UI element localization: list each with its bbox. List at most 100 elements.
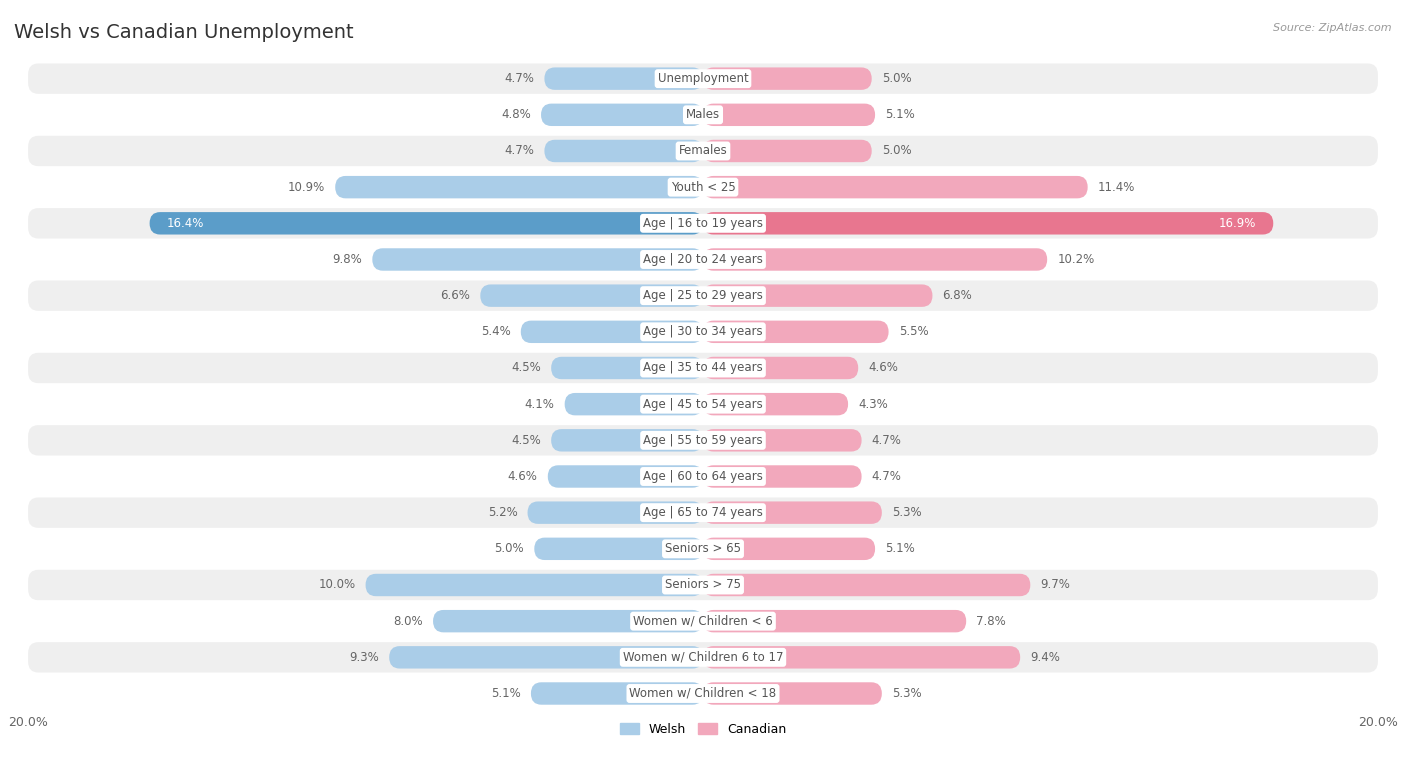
Text: Women w/ Children < 18: Women w/ Children < 18 — [630, 687, 776, 700]
Text: 5.5%: 5.5% — [898, 326, 928, 338]
FancyBboxPatch shape — [28, 353, 1378, 383]
Text: 4.1%: 4.1% — [524, 397, 554, 410]
FancyBboxPatch shape — [531, 682, 703, 705]
Text: 16.4%: 16.4% — [166, 217, 204, 230]
Text: 7.8%: 7.8% — [976, 615, 1007, 628]
Text: Age | 45 to 54 years: Age | 45 to 54 years — [643, 397, 763, 410]
Text: Source: ZipAtlas.com: Source: ZipAtlas.com — [1274, 23, 1392, 33]
FancyBboxPatch shape — [544, 67, 703, 90]
FancyBboxPatch shape — [703, 248, 1047, 271]
FancyBboxPatch shape — [28, 280, 1378, 311]
Text: 4.3%: 4.3% — [858, 397, 889, 410]
FancyBboxPatch shape — [703, 393, 848, 416]
FancyBboxPatch shape — [28, 570, 1378, 600]
Text: Women w/ Children 6 to 17: Women w/ Children 6 to 17 — [623, 651, 783, 664]
Legend: Welsh, Canadian: Welsh, Canadian — [614, 718, 792, 741]
FancyBboxPatch shape — [373, 248, 703, 271]
Text: 16.9%: 16.9% — [1219, 217, 1257, 230]
FancyBboxPatch shape — [28, 245, 1378, 275]
Text: 5.0%: 5.0% — [882, 145, 911, 157]
FancyBboxPatch shape — [703, 429, 862, 451]
Text: Age | 30 to 34 years: Age | 30 to 34 years — [643, 326, 763, 338]
FancyBboxPatch shape — [703, 574, 1031, 597]
Text: 5.0%: 5.0% — [495, 542, 524, 556]
FancyBboxPatch shape — [433, 610, 703, 632]
Text: 5.1%: 5.1% — [491, 687, 520, 700]
FancyBboxPatch shape — [703, 104, 875, 126]
Text: 8.0%: 8.0% — [394, 615, 423, 628]
FancyBboxPatch shape — [551, 429, 703, 451]
Text: Women w/ Children < 6: Women w/ Children < 6 — [633, 615, 773, 628]
FancyBboxPatch shape — [28, 497, 1378, 528]
FancyBboxPatch shape — [28, 316, 1378, 347]
FancyBboxPatch shape — [28, 100, 1378, 130]
Text: 5.3%: 5.3% — [891, 687, 921, 700]
FancyBboxPatch shape — [703, 321, 889, 343]
FancyBboxPatch shape — [703, 212, 1274, 235]
Text: Age | 35 to 44 years: Age | 35 to 44 years — [643, 362, 763, 375]
Text: 11.4%: 11.4% — [1098, 181, 1135, 194]
FancyBboxPatch shape — [335, 176, 703, 198]
FancyBboxPatch shape — [149, 212, 703, 235]
FancyBboxPatch shape — [565, 393, 703, 416]
Text: Welsh vs Canadian Unemployment: Welsh vs Canadian Unemployment — [14, 23, 354, 42]
Text: 10.9%: 10.9% — [288, 181, 325, 194]
FancyBboxPatch shape — [534, 537, 703, 560]
FancyBboxPatch shape — [28, 534, 1378, 564]
Text: 5.0%: 5.0% — [882, 72, 911, 85]
FancyBboxPatch shape — [703, 537, 875, 560]
Text: Age | 25 to 29 years: Age | 25 to 29 years — [643, 289, 763, 302]
FancyBboxPatch shape — [366, 574, 703, 597]
Text: 9.3%: 9.3% — [349, 651, 380, 664]
Text: Age | 60 to 64 years: Age | 60 to 64 years — [643, 470, 763, 483]
FancyBboxPatch shape — [28, 172, 1378, 202]
FancyBboxPatch shape — [28, 64, 1378, 94]
Text: Seniors > 75: Seniors > 75 — [665, 578, 741, 591]
Text: 5.2%: 5.2% — [488, 506, 517, 519]
Text: 4.6%: 4.6% — [508, 470, 537, 483]
Text: Males: Males — [686, 108, 720, 121]
Text: Females: Females — [679, 145, 727, 157]
FancyBboxPatch shape — [520, 321, 703, 343]
Text: 10.2%: 10.2% — [1057, 253, 1094, 266]
Text: 4.6%: 4.6% — [869, 362, 898, 375]
Text: 4.8%: 4.8% — [501, 108, 531, 121]
FancyBboxPatch shape — [703, 501, 882, 524]
FancyBboxPatch shape — [28, 425, 1378, 456]
Text: 9.7%: 9.7% — [1040, 578, 1070, 591]
FancyBboxPatch shape — [541, 104, 703, 126]
Text: 6.6%: 6.6% — [440, 289, 470, 302]
FancyBboxPatch shape — [703, 610, 966, 632]
Text: 4.7%: 4.7% — [872, 434, 901, 447]
FancyBboxPatch shape — [28, 461, 1378, 492]
FancyBboxPatch shape — [28, 208, 1378, 238]
FancyBboxPatch shape — [28, 606, 1378, 637]
FancyBboxPatch shape — [481, 285, 703, 307]
Text: 5.3%: 5.3% — [891, 506, 921, 519]
FancyBboxPatch shape — [527, 501, 703, 524]
Text: 4.7%: 4.7% — [505, 72, 534, 85]
Text: 9.8%: 9.8% — [332, 253, 363, 266]
Text: 4.5%: 4.5% — [512, 434, 541, 447]
FancyBboxPatch shape — [703, 357, 858, 379]
FancyBboxPatch shape — [544, 140, 703, 162]
Text: 5.1%: 5.1% — [886, 542, 915, 556]
Text: 4.7%: 4.7% — [872, 470, 901, 483]
FancyBboxPatch shape — [548, 466, 703, 488]
Text: 5.1%: 5.1% — [886, 108, 915, 121]
Text: 6.8%: 6.8% — [942, 289, 973, 302]
Text: Seniors > 65: Seniors > 65 — [665, 542, 741, 556]
FancyBboxPatch shape — [28, 678, 1378, 709]
FancyBboxPatch shape — [703, 140, 872, 162]
Text: 10.0%: 10.0% — [318, 578, 356, 591]
Text: 9.4%: 9.4% — [1031, 651, 1060, 664]
FancyBboxPatch shape — [551, 357, 703, 379]
Text: Youth < 25: Youth < 25 — [671, 181, 735, 194]
FancyBboxPatch shape — [389, 646, 703, 668]
FancyBboxPatch shape — [28, 642, 1378, 672]
FancyBboxPatch shape — [703, 176, 1088, 198]
FancyBboxPatch shape — [28, 389, 1378, 419]
Text: Age | 65 to 74 years: Age | 65 to 74 years — [643, 506, 763, 519]
FancyBboxPatch shape — [703, 646, 1021, 668]
FancyBboxPatch shape — [28, 136, 1378, 167]
